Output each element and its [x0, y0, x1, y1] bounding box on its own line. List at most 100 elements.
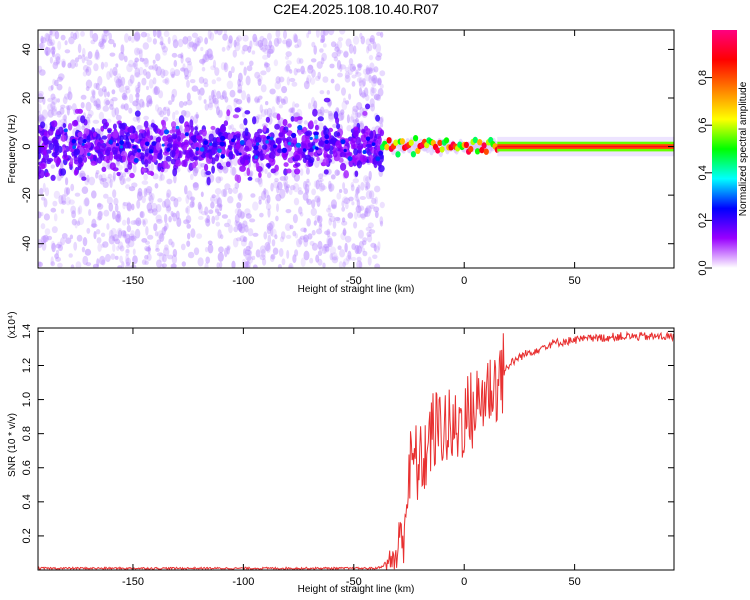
- spectral-point: [352, 105, 359, 112]
- spectral-point: [292, 182, 300, 193]
- spectral-point: [97, 75, 103, 86]
- spectral-point: [100, 243, 105, 249]
- spectral-point: [320, 38, 325, 44]
- spectral-point: [339, 30, 346, 35]
- spectral-point: [217, 252, 224, 262]
- spectral-point: [109, 162, 117, 170]
- spectral-point: [255, 249, 261, 258]
- spectral-point: [144, 188, 152, 196]
- spectral-point: [318, 182, 325, 192]
- spectral-point: [86, 113, 92, 119]
- spectral-point: [52, 61, 59, 70]
- spectral-point: [328, 112, 335, 120]
- spectral-point: [227, 196, 234, 204]
- spectral-point: [237, 89, 243, 94]
- spectral-point: [198, 76, 205, 84]
- spectral-point: [156, 259, 162, 268]
- spectral-point: [337, 245, 342, 250]
- spectral-point: [316, 156, 320, 162]
- spectral-point: [186, 79, 190, 88]
- spectral-point: [199, 87, 205, 96]
- spectral-point: [116, 227, 123, 237]
- spectral-point: [144, 152, 149, 157]
- spectral-point: [316, 61, 323, 69]
- spectral-point: [284, 186, 289, 193]
- spectral-point: [63, 150, 68, 159]
- spectral-point: [175, 159, 182, 167]
- spectral-point: [144, 260, 149, 266]
- spectral-point: [38, 117, 42, 124]
- spectral-point: [309, 257, 314, 264]
- spectral-point: [197, 88, 201, 96]
- spectral-point: [184, 75, 189, 80]
- spectral-point: [319, 90, 325, 95]
- spectral-point: [106, 118, 112, 124]
- spectral-point: [107, 129, 112, 134]
- spectral-point: [297, 125, 303, 131]
- spectral-point: [148, 65, 154, 70]
- spectral-point: [50, 39, 56, 46]
- spectral-point: [270, 253, 276, 260]
- spectral-point: [187, 232, 191, 240]
- spectral-point: [82, 155, 88, 163]
- spectral-point: [343, 197, 351, 205]
- spectral-point: [49, 56, 54, 64]
- spectral-point: [187, 60, 192, 66]
- spectral-point: [190, 125, 194, 133]
- spectral-point: [361, 240, 367, 246]
- spectral-point: [280, 231, 286, 240]
- spectral-point: [111, 146, 119, 154]
- spectral-point: [255, 142, 260, 146]
- spectral-point: [186, 190, 193, 200]
- spectral-point: [282, 119, 288, 127]
- x-tick-label: -100: [232, 275, 254, 287]
- spectral-point: [124, 168, 129, 173]
- spectral-point: [112, 66, 118, 77]
- spectral-point: [50, 42, 54, 47]
- spectral-point: [183, 139, 189, 146]
- spectral-point: [204, 206, 209, 216]
- spectral-point: [117, 79, 123, 87]
- spectral-point: [194, 166, 199, 174]
- spectral-point: [351, 243, 357, 251]
- spectral-point: [108, 229, 114, 239]
- spectral-point: [289, 69, 293, 74]
- spectral-point: [365, 181, 371, 190]
- spectral-point: [134, 47, 140, 56]
- spectral-point: [336, 60, 342, 70]
- spectral-point: [50, 207, 57, 213]
- spectral-point: [167, 254, 174, 260]
- spectral-point: [102, 181, 109, 188]
- spectral-point: [363, 87, 369, 97]
- spectral-point: [228, 145, 233, 151]
- spectral-point: [302, 148, 307, 152]
- spectral-point: [344, 242, 348, 253]
- spectral-point: [50, 93, 56, 100]
- spectral-point: [313, 131, 319, 137]
- spectral-point: [184, 126, 190, 135]
- spectral-point: [166, 108, 171, 117]
- spectral-point: [294, 154, 301, 161]
- spectral-point: [45, 172, 50, 177]
- spectral-point: [132, 248, 136, 256]
- spectral-point: [313, 100, 318, 110]
- spectral-point: [332, 220, 337, 229]
- spectral-point: [164, 244, 169, 251]
- spectral-point: [249, 60, 254, 67]
- spectral-point: [113, 42, 116, 48]
- spectral-point: [206, 214, 211, 224]
- spectral-point: [214, 100, 220, 109]
- spectral-point: [69, 157, 74, 165]
- spectral-point: [289, 77, 296, 83]
- spectral-point: [365, 65, 370, 72]
- spectral-point: [204, 246, 209, 253]
- spectral-point: [77, 136, 84, 145]
- spectral-point: [71, 138, 77, 144]
- spectral-point: [339, 249, 346, 258]
- spectral-point: [153, 86, 160, 96]
- y-tick-label: 0.6: [21, 460, 33, 475]
- spectral-point: [278, 248, 284, 257]
- spectral-point: [241, 49, 245, 55]
- spectral-point: [109, 178, 113, 189]
- spectral-point: [214, 67, 220, 76]
